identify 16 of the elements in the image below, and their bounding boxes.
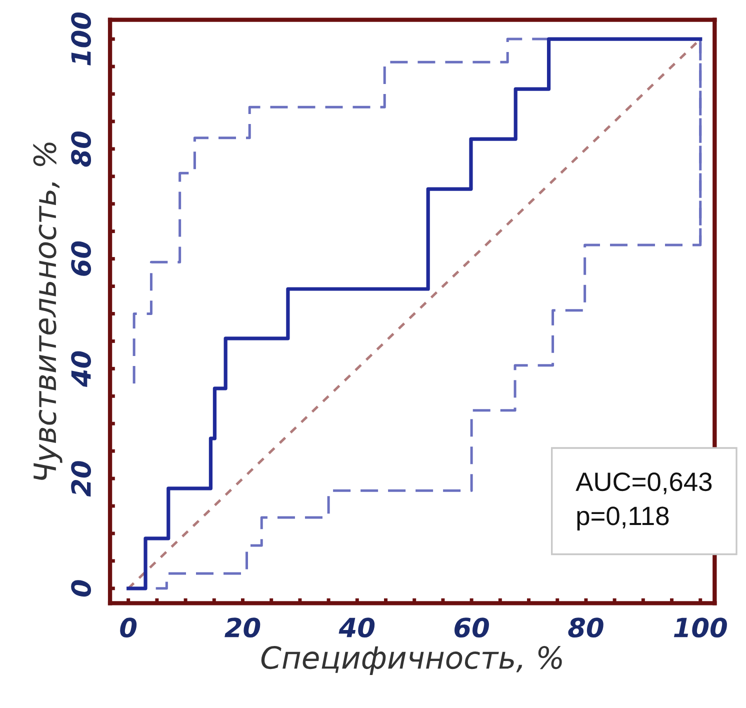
annotation: AUC=0,643 — [576, 472, 712, 494]
x-axis-title: Специфичность, % — [261, 646, 562, 675]
y-tick-label: 40 — [71, 351, 92, 388]
x-tick-label: 60 — [454, 618, 489, 638]
x-tick-label: 80 — [568, 618, 604, 638]
y-tick-label: 80 — [71, 131, 92, 167]
y-axis-title: Чувствительность, % — [33, 142, 62, 480]
y-tick-label: 100 — [71, 12, 92, 66]
y-tick-label: 0 — [71, 580, 92, 597]
y-tick-label: 20 — [71, 461, 92, 497]
y-tick-label: 60 — [71, 241, 92, 276]
x-tick-label: 20 — [224, 618, 260, 638]
x-tick-label: 100 — [674, 618, 727, 638]
x-tick-label: 40 — [338, 618, 375, 638]
annotation: p=0,118 — [577, 506, 669, 531]
x-tick-label: 0 — [120, 618, 137, 638]
